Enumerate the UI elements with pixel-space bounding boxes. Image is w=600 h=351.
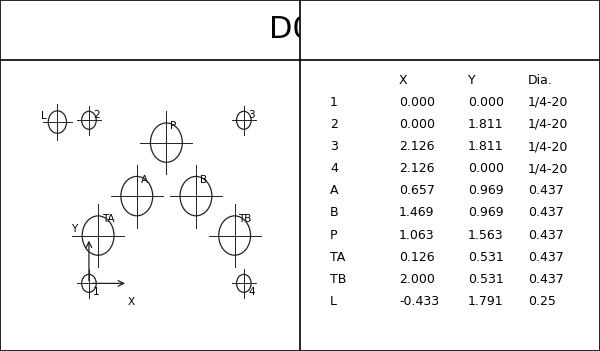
Text: 0.437: 0.437 [528,184,564,197]
Text: 1/4-20: 1/4-20 [528,162,568,175]
Text: 0.000: 0.000 [399,96,435,109]
Text: TA: TA [330,251,345,264]
Text: 1.469: 1.469 [399,206,434,219]
Text: 0.531: 0.531 [468,273,504,286]
Text: 1: 1 [93,287,100,297]
Text: 3: 3 [330,140,338,153]
Text: 0.437: 0.437 [528,251,564,264]
Text: 0.437: 0.437 [528,273,564,286]
Text: -0.433: -0.433 [399,295,439,308]
Text: TB: TB [238,214,251,224]
Text: D05: D05 [269,15,331,44]
Text: 1: 1 [330,96,338,109]
Text: P: P [170,121,176,131]
Text: 2.126: 2.126 [399,140,434,153]
Text: B: B [200,175,207,185]
Text: 0.437: 0.437 [528,206,564,219]
Text: L: L [330,295,337,308]
Text: 4: 4 [330,162,338,175]
Text: 1.811: 1.811 [468,140,503,153]
Text: 0.531: 0.531 [468,251,504,264]
Text: Dia.: Dia. [528,74,553,87]
Text: 0.000: 0.000 [468,96,504,109]
Text: 2: 2 [330,118,338,131]
Text: 1/4-20: 1/4-20 [528,96,568,109]
Text: 2.126: 2.126 [399,162,434,175]
Text: 2.000: 2.000 [399,273,435,286]
Text: 1.811: 1.811 [468,118,503,131]
Text: 2: 2 [93,110,100,120]
Text: 4: 4 [248,287,255,297]
Text: P: P [330,229,337,241]
Text: 1/4-20: 1/4-20 [528,118,568,131]
Text: TB: TB [330,273,346,286]
Text: 3: 3 [248,110,255,120]
Text: Y: Y [71,224,77,234]
Text: 0.969: 0.969 [468,206,503,219]
Text: 1.063: 1.063 [399,229,434,241]
Text: 0.126: 0.126 [399,251,434,264]
Text: 1/4-20: 1/4-20 [528,140,568,153]
Text: 0.657: 0.657 [399,184,435,197]
Text: X: X [127,297,134,307]
Text: 1.791: 1.791 [468,295,503,308]
Text: A: A [140,175,148,185]
Text: TA: TA [102,214,115,224]
Text: 0.000: 0.000 [399,118,435,131]
Text: B: B [330,206,338,219]
Text: 0.000: 0.000 [468,162,504,175]
Text: A: A [330,184,338,197]
Text: 0.969: 0.969 [468,184,503,197]
Text: X: X [399,74,407,87]
Text: 0.437: 0.437 [528,229,564,241]
Text: L: L [41,111,47,121]
Text: Y: Y [468,74,476,87]
Text: 1.563: 1.563 [468,229,503,241]
Text: 0.25: 0.25 [528,295,556,308]
